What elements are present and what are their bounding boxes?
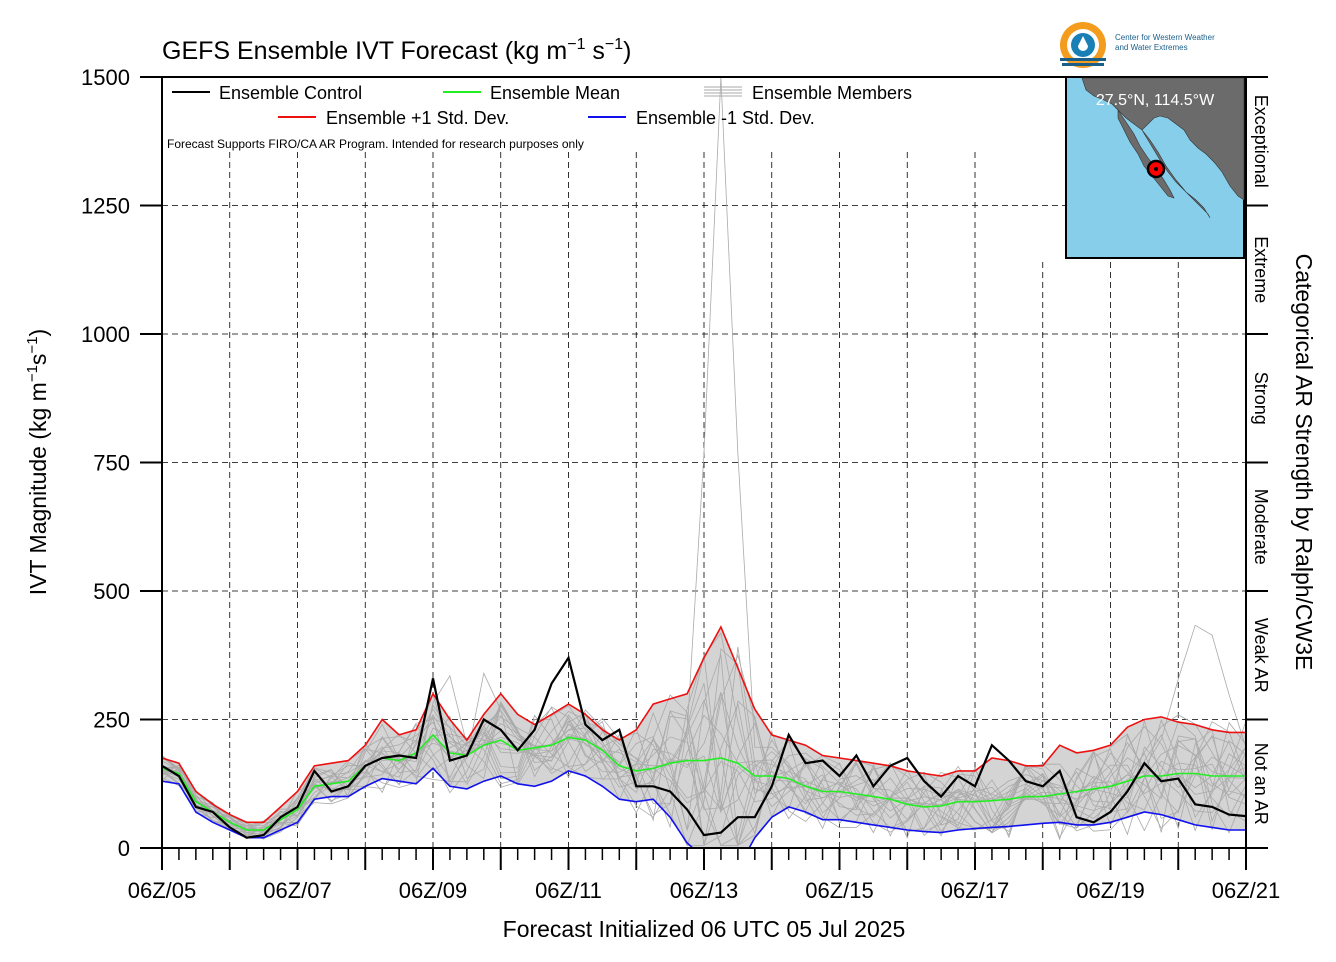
- cw3e-logo: Center for Western Weather and Water Ext…: [1060, 22, 1215, 68]
- x-axis-label: Forecast Initialized 06 UTC 05 Jul 2025: [503, 916, 906, 942]
- category-label: Moderate: [1251, 489, 1271, 565]
- member-line: [162, 683, 1246, 837]
- inset-land: [1081, 77, 1245, 219]
- x-tick-label: 06Z/13: [670, 878, 739, 903]
- legend: Ensemble Control Ensemble Mean Ensemble …: [167, 83, 912, 151]
- ensemble-members: [162, 77, 1246, 847]
- legend-minus-label: Ensemble -1 Std. Dev.: [636, 108, 815, 128]
- x-tick-label: 06Z/15: [805, 878, 874, 903]
- category-label: Strong: [1251, 372, 1271, 425]
- member-line: [162, 691, 1246, 839]
- category-label: Not an AR: [1251, 743, 1271, 825]
- control-line: [162, 655, 1246, 839]
- y-tick-label: 1250: [81, 194, 130, 219]
- mean-line: [162, 733, 1246, 831]
- member-line: [162, 700, 1246, 834]
- spread-area: [162, 627, 1246, 848]
- x-tick-label: 06Z/05: [128, 878, 197, 903]
- chart-title: GEFS Ensemble IVT Forecast (kg m−1 s−1): [162, 36, 632, 65]
- x-tick-label: 06Z/09: [399, 878, 468, 903]
- member-line: [162, 654, 1246, 846]
- x-tick-label: 06Z/11: [535, 878, 602, 903]
- x-tick-label: 06Z/21: [1212, 878, 1281, 903]
- member-line: [162, 714, 1246, 833]
- right-axis-label: Categorical AR Strength by Ralph/CW3E: [1291, 254, 1317, 671]
- y-tick-label: 1000: [81, 322, 130, 347]
- spread-fill: [162, 627, 1246, 848]
- member-line: [162, 77, 1246, 832]
- x-tick-label: 06Z/07: [263, 878, 332, 903]
- category-label: Exceptional: [1251, 95, 1271, 188]
- series-lines: [162, 625, 1246, 848]
- category-label: Weak AR: [1251, 618, 1271, 693]
- disclaimer-note: Forecast Supports FIRO/CA AR Program. In…: [167, 137, 584, 151]
- axes: 0 250 500 750 1000 1250 1500 Not an AR Weak AR Mo…: [81, 65, 1280, 903]
- plus-std-line: [162, 625, 1246, 824]
- legend-mean-label: Ensemble Mean: [490, 83, 620, 103]
- logo-text-line2: and Water Extremes: [1115, 43, 1188, 52]
- logo-text-line1: Center for Western Weather: [1115, 33, 1215, 42]
- x-tick-label: 06Z/19: [1076, 878, 1145, 903]
- y-tick-label: 500: [93, 579, 130, 604]
- x-tick-label: 06Z/17: [941, 878, 1010, 903]
- minus-std-line: [162, 767, 1246, 848]
- y-tick-label: 750: [93, 451, 130, 476]
- y-axis-label: IVT Magnitude (kg m−1s−1): [24, 329, 51, 595]
- y-tick-label: 1500: [81, 65, 130, 90]
- y-tick-label: 0: [118, 836, 130, 861]
- legend-plus-label: Ensemble +1 Std. Dev.: [326, 108, 509, 128]
- inset-location-label: 27.5°N, 114.5°W: [1096, 92, 1215, 109]
- y-tick-label: 250: [93, 708, 130, 733]
- legend-members-swatch: [704, 86, 742, 97]
- category-label: Extreme: [1251, 236, 1271, 303]
- inset-map: 27.5°N, 114.5°W: [1065, 76, 1245, 259]
- legend-members-label: Ensemble Members: [752, 83, 912, 103]
- member-line: [162, 699, 1246, 847]
- legend-control-label: Ensemble Control: [219, 83, 362, 103]
